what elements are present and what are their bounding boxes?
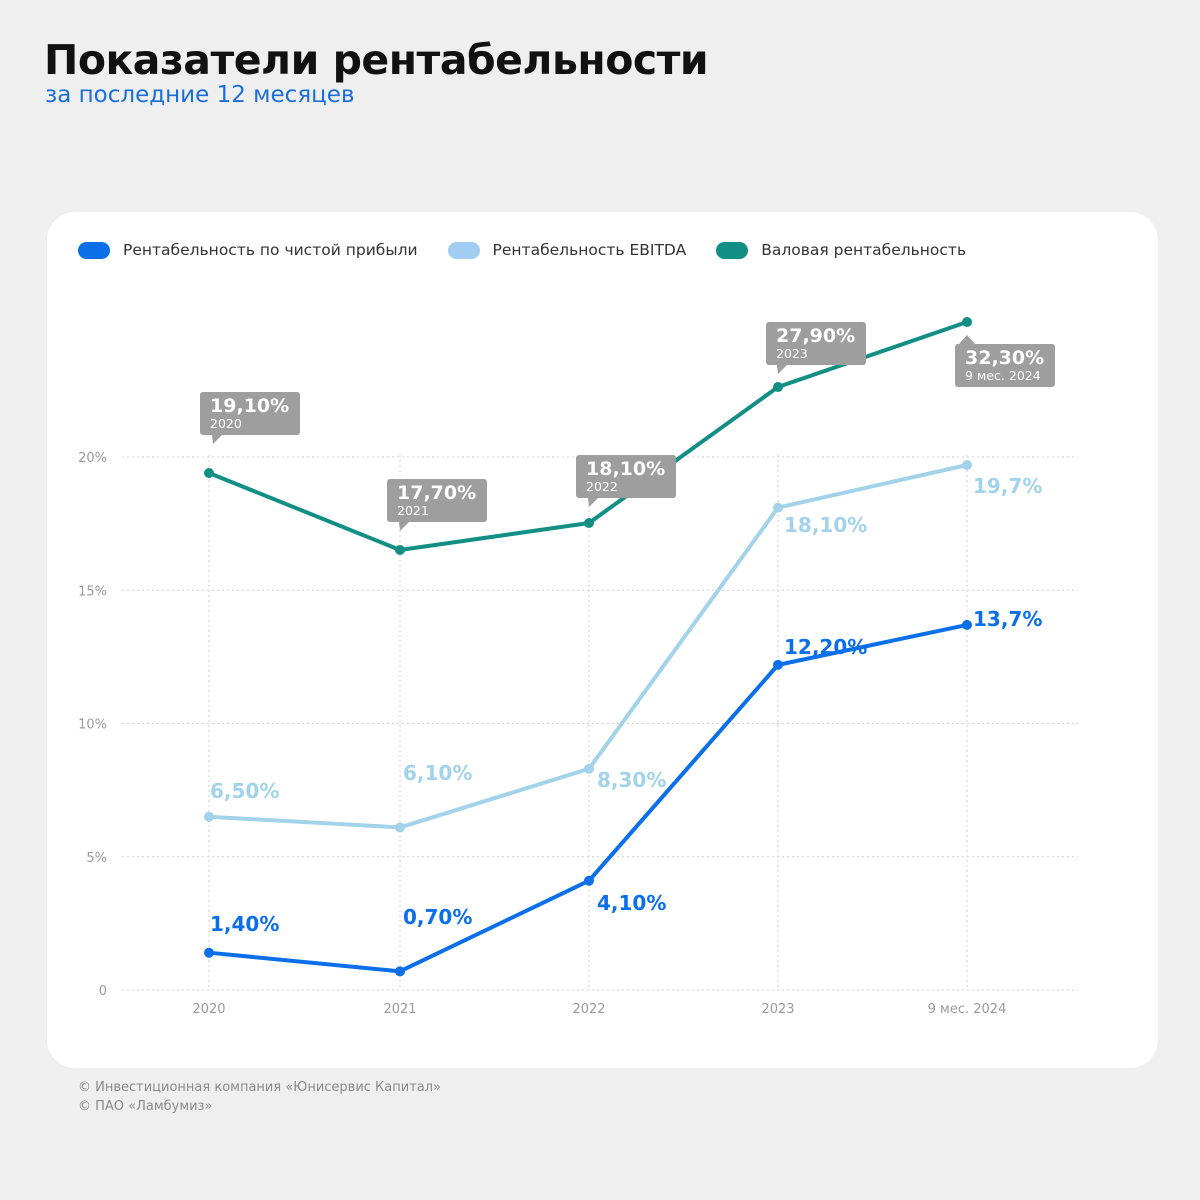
net-data-label: 0,70% <box>403 905 472 929</box>
legend-swatch-ebitda <box>447 241 480 259</box>
gross-data-label: 17,70% <box>397 482 476 504</box>
callout-box <box>200 392 300 435</box>
net-data-label: 13,7% <box>973 607 1042 631</box>
callout-box <box>576 455 676 498</box>
y-tick-label: 20% <box>78 451 107 466</box>
gross-data-sublabel: 2021 <box>397 503 429 518</box>
ebitda-point <box>773 502 783 513</box>
ebitda-data-label: 6,10% <box>403 761 472 785</box>
callout-box <box>955 344 1055 387</box>
gross-point <box>773 382 783 392</box>
x-tick-label: 2022 <box>572 1002 605 1017</box>
legend-label-net: Рентабельность по чистой прибыли <box>123 241 418 259</box>
callout-tail <box>212 435 222 444</box>
callout-tail <box>959 335 975 344</box>
ebitda-point <box>395 822 405 833</box>
gross-point <box>395 545 405 555</box>
gross-point <box>962 317 972 327</box>
y-tick-label: 5% <box>86 851 107 866</box>
gross-data-sublabel: 2022 <box>586 479 618 494</box>
legend-swatch-gross <box>716 241 749 259</box>
page-subtitle: за последние 12 месяцев <box>45 82 355 108</box>
ebitda-data-label: 8,30% <box>597 768 666 792</box>
footer: © Инвестиционная компания «Юнисервис Кап… <box>78 1078 441 1116</box>
gross-point <box>584 518 594 528</box>
callout-box <box>387 479 487 522</box>
gross-data-label: 19,10% <box>210 395 289 417</box>
footer-copyright-1: © Инвестиционная компания «Юнисервис Кап… <box>78 1080 442 1095</box>
ebitda-data-label: 18,10% <box>784 513 867 537</box>
y-tick-label: 10% <box>78 718 107 733</box>
x-tick-label: 2020 <box>192 1002 225 1017</box>
gross-data-sublabel: 2020 <box>210 416 242 431</box>
net-data-label: 4,10% <box>597 891 666 915</box>
ebitda-point <box>584 763 594 774</box>
gross-point <box>204 468 214 478</box>
legend-label-gross: Валовая рентабельность <box>761 241 967 259</box>
net-point <box>962 619 972 630</box>
ebitda-data-label: 6,50% <box>210 779 279 803</box>
chart-legend: Рентабельность по чистой прибыли Рентабе… <box>78 241 996 259</box>
net-point <box>584 875 594 886</box>
callout-tail <box>399 522 409 531</box>
legend-item-gross: Валовая рентабельность <box>716 241 966 259</box>
gross-data-label: 27,90% <box>776 325 855 347</box>
callout-box <box>766 322 866 365</box>
gross-data-sublabel: 9 мес. 2024 <box>965 368 1041 383</box>
callout-tail <box>588 498 598 507</box>
net-point <box>773 659 783 670</box>
footer-copyright-2: © ПАО «Ламбумиз» <box>78 1099 213 1114</box>
net-data-label: 12,20% <box>784 635 867 659</box>
gross-data-label: 32,30% <box>965 347 1044 369</box>
legend-swatch-net <box>78 241 110 259</box>
y-tick-label: 0 <box>99 984 107 999</box>
legend-item-ebitda: Рентабельность EBITDA <box>447 241 687 259</box>
gross-data-label: 18,10% <box>586 458 665 480</box>
net-data-label: 1,40% <box>210 912 279 936</box>
legend-item-net: Рентабельность по чистой прибыли <box>78 241 418 259</box>
y-tick-label: 15% <box>78 584 107 599</box>
x-tick-label: 9 мес. 2024 <box>928 1002 1007 1017</box>
ebitda-point <box>962 459 972 470</box>
page-title: Показатели рентабельности <box>44 36 709 84</box>
net-point <box>204 947 214 958</box>
net-line <box>207 622 969 974</box>
ebitda-point <box>204 811 214 822</box>
x-tick-label: 2021 <box>383 1002 416 1017</box>
gross-data-sublabel: 2023 <box>776 346 808 361</box>
x-tick-label: 2023 <box>761 1002 794 1017</box>
legend-label-ebitda: Рентабельность EBITDA <box>492 241 687 259</box>
ebitda-data-label: 19,7% <box>973 474 1042 498</box>
net-point <box>395 966 405 977</box>
callout-tail <box>777 365 787 374</box>
